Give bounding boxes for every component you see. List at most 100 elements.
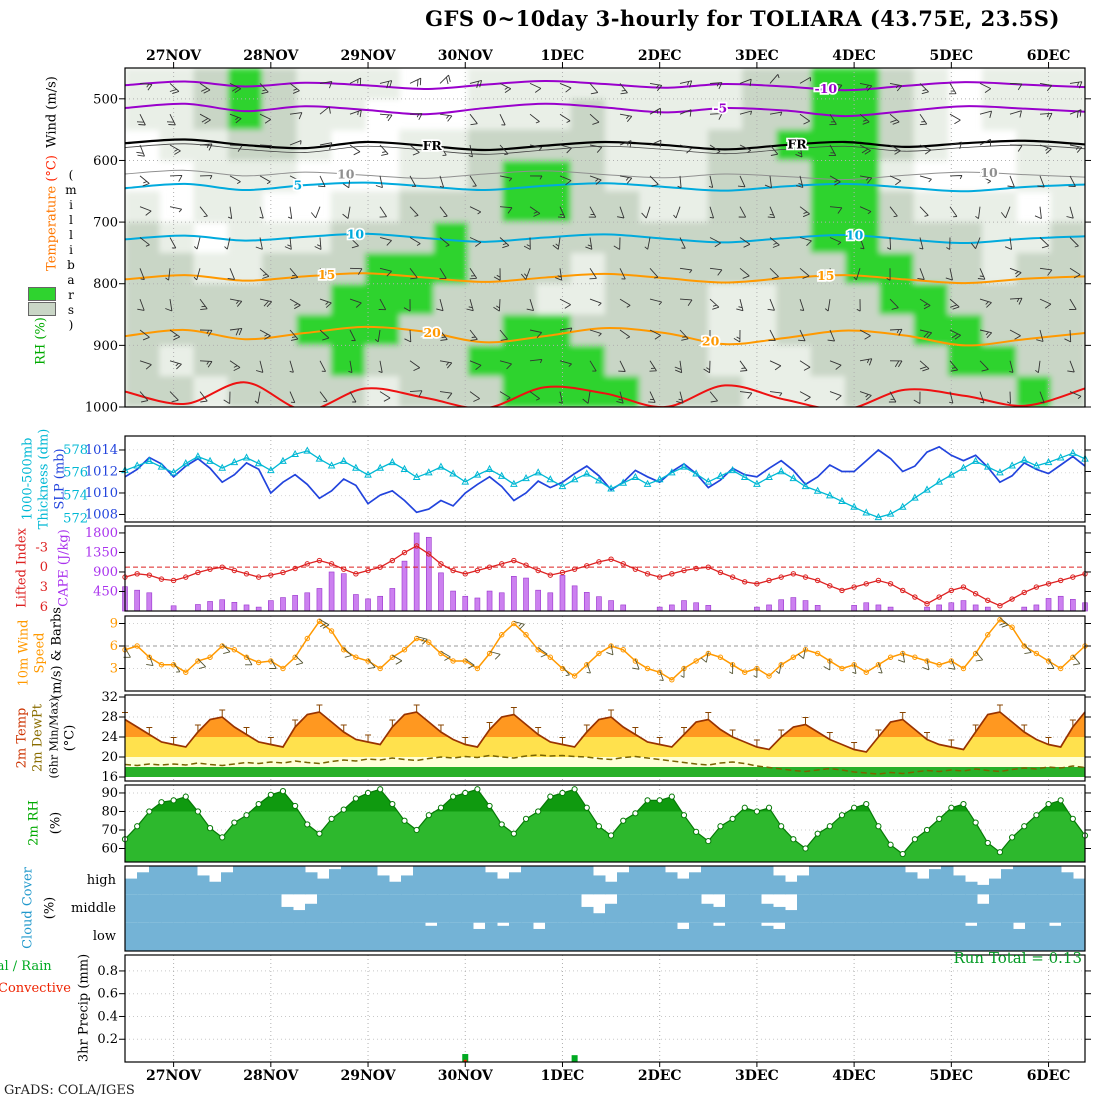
svg-text:15: 15: [318, 267, 335, 282]
svg-text:1014: 1014: [85, 443, 118, 458]
svg-text:2DEC: 2DEC: [638, 1068, 682, 1084]
svg-text:-3: -3: [35, 540, 48, 555]
svg-text:3: 3: [40, 580, 48, 595]
svg-text:5DEC: 5DEC: [929, 48, 973, 64]
wind10m-label-line1: 10m Wind: [16, 619, 32, 687]
wind-axis-label: Wind (m/s): [45, 76, 60, 148]
svg-text:10: 10: [980, 165, 998, 180]
svg-text:29NOV: 29NOV: [340, 48, 396, 64]
wind10m-label-line3: (m/s) & Barbs: [49, 607, 65, 699]
svg-text:29NOV: 29NOV: [340, 1068, 396, 1084]
temperature-word: Temperature: [44, 185, 60, 271]
thickness-label-line1: 1000-500mb: [20, 437, 36, 521]
svg-text:900: 900: [93, 565, 118, 580]
bottom-time-axis: 27NOV 28NOV 29NOV 30NOV 1DEC 2DEC 3DEC 4DEC 5DEC…: [146, 1062, 1070, 1084]
svg-text:1800: 1800: [85, 526, 118, 541]
cloud-cover-label: Cloud Cover: [20, 867, 36, 949]
rh2m-panel: 90 80 70 60: [101, 784, 1091, 863]
svg-text:0.2: 0.2: [97, 1032, 118, 1047]
svg-text:3DEC: 3DEC: [735, 48, 779, 64]
svg-text:500: 500: [93, 92, 118, 107]
svg-text:3DEC: 3DEC: [735, 1068, 779, 1084]
svg-text:16: 16: [101, 770, 118, 785]
svg-text:6: 6: [40, 600, 48, 615]
svg-text:27NOV: 27NOV: [146, 1068, 202, 1084]
svg-text:800: 800: [93, 277, 118, 292]
rh2m-label: 2m RH: [26, 800, 42, 846]
svg-text:1DEC: 1DEC: [541, 48, 585, 64]
top-time-axis: 27NOV 28NOV 29NOV 30NOV 1DEC 2DEC 3DEC 4DEC 5DEC…: [146, 48, 1070, 68]
svg-text:2DEC: 2DEC: [638, 48, 682, 64]
svg-text:28: 28: [101, 710, 118, 725]
svg-text:60: 60: [101, 841, 118, 856]
grads-credit: GrADS: COLA/IGES: [4, 1083, 135, 1098]
cloud-row-label-low: low: [92, 929, 116, 944]
svg-text:0.4: 0.4: [97, 1009, 118, 1024]
svg-text:28NOV: 28NOV: [243, 1068, 299, 1084]
cloud-row-label-high: high: [86, 873, 116, 888]
svg-text:700: 700: [93, 216, 118, 231]
temp2m-panel: 32 28 24 20 16: [101, 690, 1091, 785]
svg-text:70: 70: [101, 823, 118, 838]
cloud-row-label-middle: middle: [71, 901, 116, 916]
svg-text:6: 6: [110, 639, 118, 654]
dewpt2m-label: 2m DewPt: [30, 704, 46, 772]
svg-text:15: 15: [817, 268, 834, 283]
cape-li-panel: -3 0 3 6 1800 1350 900 450: [35, 525, 1091, 615]
svg-text:FR: FR: [423, 138, 443, 153]
svg-text:1000: 1000: [85, 401, 118, 416]
svg-text:0.8: 0.8: [97, 964, 118, 979]
wind-axis-text: Wind (m/s): [44, 76, 60, 148]
svg-text:450: 450: [93, 584, 118, 599]
slp-label: SLP (mb): [52, 448, 68, 510]
svg-text:90: 90: [101, 786, 118, 801]
svg-text:10: 10: [846, 228, 864, 243]
svg-text:1012: 1012: [85, 464, 118, 479]
svg-text:1008: 1008: [85, 507, 118, 522]
precip-panel: 0.8 0.6 0.4 0.2: [97, 954, 1091, 1063]
svg-text:-5: -5: [713, 100, 727, 115]
svg-text:0: 0: [40, 560, 48, 575]
temperature-unit: (°C): [44, 155, 60, 182]
svg-text:6DEC: 6DEC: [1027, 1068, 1071, 1084]
lifted-index-label: Lifted Index: [14, 528, 30, 608]
precip-total-label: Total / Rain: [0, 959, 52, 974]
svg-text:5: 5: [293, 178, 302, 193]
svg-text:30NOV: 30NOV: [438, 1068, 494, 1084]
rh-legend-swatch-low: [28, 302, 56, 316]
upper-air-panel: -10 -5 FR FR 10 10 5 10 10 15 15 20 20 500 600 700 800 90…: [85, 67, 1091, 416]
rh2m-unit-label: (%): [48, 811, 64, 835]
cape-label: CAPE (J/kg): [56, 529, 72, 607]
precip-convective-label: Convective: [0, 981, 71, 996]
svg-text:20: 20: [101, 750, 118, 765]
svg-text:600: 600: [93, 154, 118, 169]
cloud-unit-label: (%): [42, 896, 58, 920]
temperature-axis-label: Temperature (°C): [45, 155, 60, 271]
svg-text:4DEC: 4DEC: [832, 1068, 876, 1084]
svg-text:20: 20: [423, 325, 441, 340]
svg-text:4DEC: 4DEC: [832, 48, 876, 64]
run-total-text: Run Total = 0.13: [953, 949, 1082, 967]
svg-text:0.6: 0.6: [97, 987, 118, 1002]
temp2m-label: 2m Temp: [14, 707, 30, 769]
svg-text:30NOV: 30NOV: [438, 48, 494, 64]
svg-text:9: 9: [110, 617, 118, 632]
wind10m-label-line2: Speed: [32, 632, 48, 674]
chart-title: GFS 0~10day 3-hourly for TOLIARA (43.75E…: [425, 6, 1060, 31]
svg-text:24: 24: [101, 730, 118, 745]
thickness-label-line2: Thickness (dm): [36, 428, 52, 530]
svg-text:574: 574: [63, 489, 88, 504]
cloud-panel: [124, 865, 1086, 952]
svg-text:32: 32: [101, 690, 118, 705]
svg-text:10: 10: [337, 166, 355, 181]
millibars-axis-label: (millibars): [64, 168, 78, 333]
svg-text:28NOV: 28NOV: [243, 48, 299, 64]
precip-axis-label: 3hr Precip (mm): [76, 953, 92, 1063]
svg-text:5DEC: 5DEC: [929, 1068, 973, 1084]
svg-text:6DEC: 6DEC: [1027, 48, 1071, 64]
svg-text:578: 578: [63, 443, 88, 458]
svg-text:-10: -10: [815, 81, 838, 96]
svg-text:900: 900: [93, 339, 118, 354]
